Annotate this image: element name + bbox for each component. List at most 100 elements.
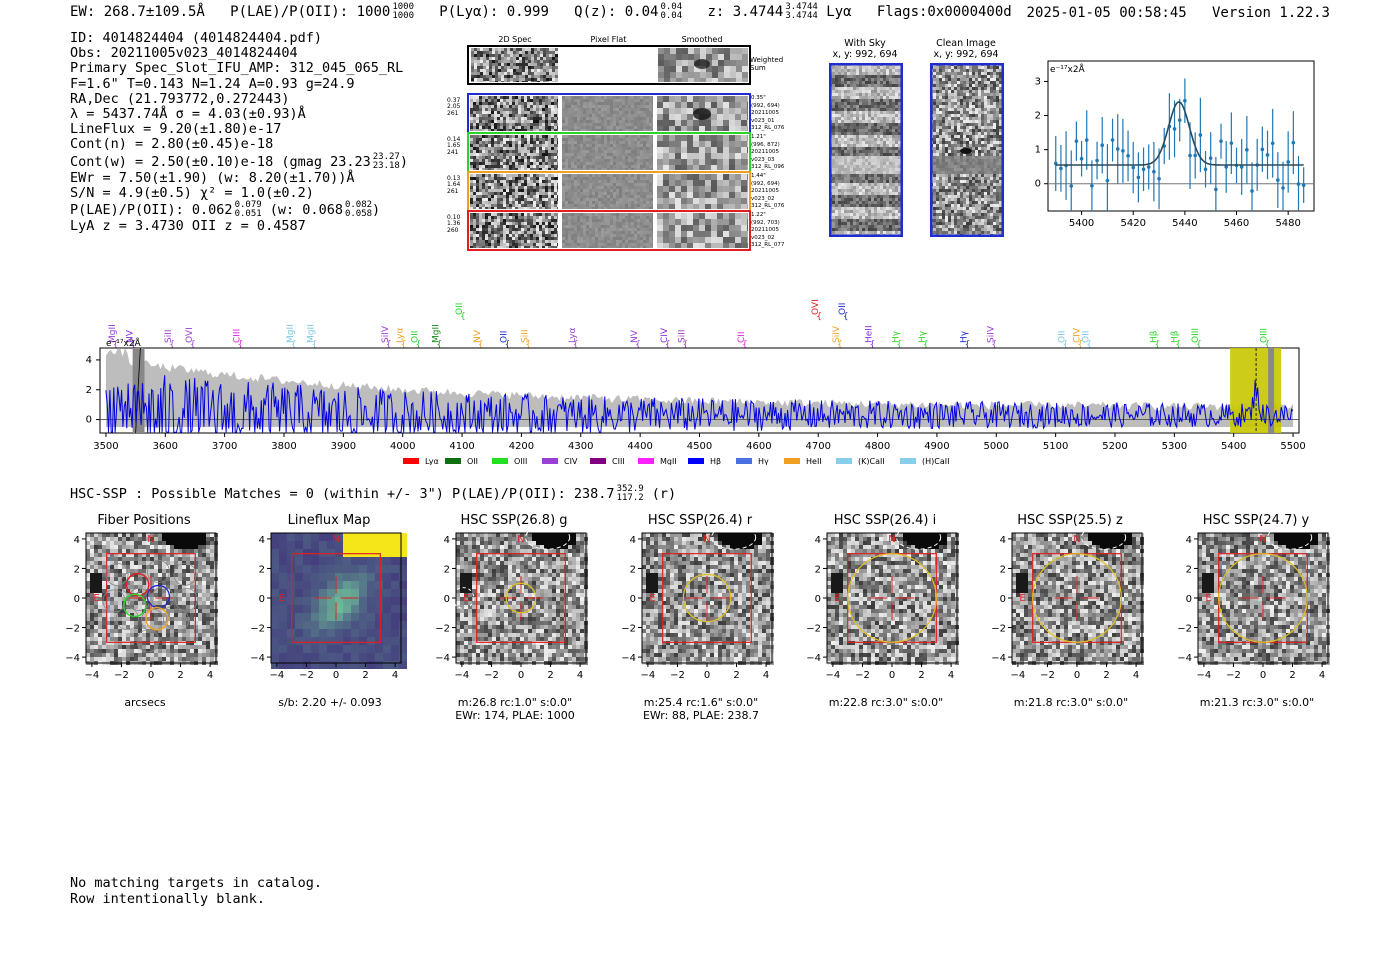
east-label: E	[463, 593, 469, 604]
fit-ytick: 1	[1035, 145, 1041, 156]
spectrum-line-bracket: {	[1264, 340, 1270, 350]
hsc-panel-caption: m:21.3 rc:3.0" s:0.0"	[1199, 696, 1315, 709]
hsc-ytick: 0	[1000, 594, 1006, 605]
hsc-ytick: 4	[815, 535, 821, 546]
hsc-xtick: −4	[826, 670, 841, 681]
masked-region	[132, 348, 145, 433]
plae-value: P(LAE)/P(OII): 1000	[230, 4, 391, 20]
legend-label: (H)CaII	[922, 457, 949, 465]
spectrum-line-bracket: {	[1196, 340, 1202, 350]
fit-xtick: 5480	[1275, 218, 1300, 229]
spectrum-line-label: CIV	[660, 327, 670, 343]
hsc-ytick: 0	[815, 594, 821, 605]
hsc-ytick: 0	[74, 594, 80, 605]
spectrum-xtick: 4200	[509, 441, 534, 452]
spectrum-xtick: 4000	[390, 441, 415, 452]
spectrum-line-bracket: {	[991, 340, 997, 350]
hsc-panel-image: N E −4 −4 −2 −2 0 0 2 2 4 4	[435, 530, 588, 681]
hsc-summary: HSC-SSP : Possible Matches = 0 (within +…	[70, 484, 677, 503]
spectrum-line-label: CIII	[232, 329, 242, 343]
hsc-panel-title: Lineflux Map	[287, 513, 371, 528]
fit-unit-label: e⁻¹⁷x2Å	[1050, 63, 1086, 75]
spectrum-line-label: OII	[1058, 331, 1068, 343]
hsc-panel-title: Fiber Positions	[97, 513, 191, 528]
primary-line: Primary Spec_Slot_IFU_AMP: 312_045_065_R…	[70, 60, 404, 77]
spectrum-xtick: 5000	[984, 441, 1009, 452]
spectrum-line-label: MgII	[108, 324, 118, 343]
with-sky-title: With Sky x, y: 992, 694	[832, 38, 898, 60]
hsc-panel-title: HSC SSP(26.4) r	[647, 513, 753, 528]
qz-value: Q(z): 0.04	[574, 4, 659, 20]
col-smoothed: Smoothed	[681, 35, 723, 44]
with-sky-image	[829, 63, 903, 237]
north-label: N	[332, 534, 339, 545]
z-line: Lyα	[826, 4, 852, 20]
hsc-xtick: 4	[1133, 670, 1139, 681]
spectrum-noise-band	[105, 348, 1294, 428]
contw-line: Cont(w) = 2.50(±0.10)e-18 (gmag 23.23 23.…	[70, 151, 408, 171]
flags-value: Flags:0x0000400d	[876, 4, 1012, 20]
spectrum-line-label: Hγ	[918, 330, 928, 343]
spectrum-xtick: 5300	[1162, 441, 1187, 452]
fit-xtick: 5400	[1069, 218, 1094, 229]
hsc-ytick: −2	[806, 624, 821, 635]
fit-xtick: 5460	[1224, 218, 1249, 229]
spectrum-line-bracket: {	[923, 340, 929, 350]
hsc-ytick: 2	[815, 564, 821, 575]
spectrum-xtick: 5200	[1102, 441, 1127, 452]
spectrum-line-label: HeII	[865, 325, 875, 343]
fit-xtick: 5440	[1172, 218, 1197, 229]
spectrum-line-label: SiII	[678, 329, 688, 343]
hsc-panel-title: HSC SSP(25.5) z	[1017, 513, 1123, 528]
spectrum-line-label: CII	[737, 331, 747, 343]
spectrum-line-label: CIV	[1072, 327, 1082, 343]
legend-label: CIII	[612, 457, 625, 465]
spectrum-line-label: NV	[126, 329, 136, 343]
plya-value: P(Lyα): 0.999	[439, 4, 549, 20]
spectrum-line-bracket: {	[478, 340, 484, 350]
fit-ytick: 0	[1035, 179, 1041, 190]
legend-swatch	[403, 458, 419, 464]
hsc-xtick: 2	[733, 670, 739, 681]
hsc-xtick: 2	[547, 670, 553, 681]
spectrum-line-label: OVI	[811, 299, 821, 315]
ewr-line: EWr = 7.50(±1.90) (w: 8.20(±1.70))Å	[70, 169, 355, 186]
hsc-xtick: 2	[918, 670, 924, 681]
spectrum-unit-label: e⁻¹⁷x2Å	[106, 337, 142, 349]
hsc-ytick: −2	[250, 624, 265, 635]
plae-line: P(LAE)/P(OII): 0.062 0.079 0.051 (w: 0.068…	[70, 200, 381, 220]
legend-swatch	[836, 458, 852, 464]
hsc-xtick: −2	[484, 670, 499, 681]
spectrum-line-label: Hβ	[1150, 330, 1160, 343]
legend-label: CIV	[564, 457, 578, 465]
fit-ytick: 3	[1035, 76, 1041, 87]
spectrum-line-label: NV	[630, 329, 640, 343]
spectrum-xtick: 4400	[627, 441, 652, 452]
spectrum-line-label: OII	[455, 303, 465, 315]
spectrum-line-label: MgII	[286, 324, 296, 343]
hsc-xtick: 0	[704, 670, 710, 681]
header-bar: EW: 268.7±109.5Å P(LAE)/P(OII): 1000 1000…	[70, 3, 1012, 21]
hsc-ytick: 4	[74, 535, 80, 546]
clean-image	[930, 63, 1004, 237]
spectrum-line-label: Lyα	[396, 327, 406, 343]
hsc-ytick: −2	[435, 624, 450, 635]
hsc-panel-caption: m:22.8 rc:3.0" s:0.0"	[828, 696, 944, 709]
cutout-left-label: 0.10 1.36 260	[447, 214, 461, 234]
spectrum-line-bracket: {	[965, 340, 971, 350]
fit-line: F=1.6" T=0.143 N=1.24 A=0.93 g=24.9	[70, 75, 355, 92]
spectrum-line-label: OIII	[1259, 328, 1269, 343]
spectrum-line-bracket: {	[1077, 340, 1083, 350]
cutout-left-label: 0.37 2.05 261	[447, 97, 461, 117]
spectrum-flux-line	[105, 375, 1294, 435]
hsc-panel-title: HSC SSP(26.8) g	[460, 513, 568, 528]
fit-ytick: 2	[1035, 111, 1041, 122]
hsc-ytick: 4	[444, 535, 450, 546]
legend-label: (K)CaII	[858, 457, 885, 465]
cutout-right-label: 0.35" (992, 694) 20211005 v023_01 312_RL_076	[751, 95, 785, 132]
hsc-xtick: −4	[270, 670, 285, 681]
east-label: E	[834, 593, 840, 604]
legend-label: OIII	[514, 457, 527, 465]
spectrum-xtick: 4100	[449, 441, 474, 452]
hsc-ytick: −4	[65, 653, 80, 664]
